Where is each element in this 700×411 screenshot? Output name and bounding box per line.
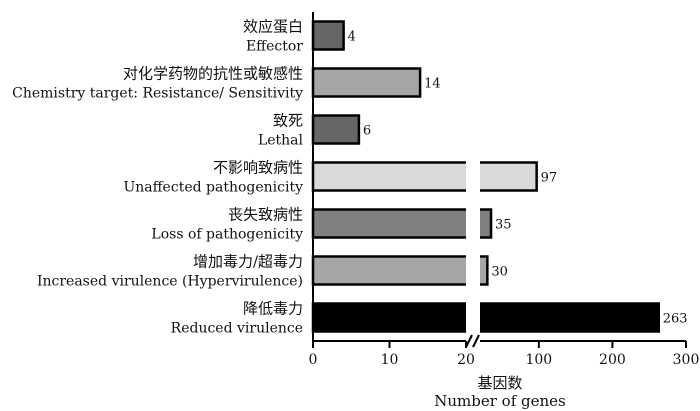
value-label: 35 [495, 218, 512, 233]
bar-part-1 [311, 161, 466, 192]
bar-part-2 [480, 208, 493, 239]
category-label-en: Lethal [258, 133, 304, 149]
x-tick-label: 200 [599, 352, 626, 368]
category-label-en: Effector [246, 39, 303, 55]
bar [311, 67, 422, 98]
category-label-zh: 致死 [273, 112, 303, 130]
category-label-en: Unaffected pathogenicity [123, 180, 303, 196]
value-label: 6 [363, 124, 371, 139]
x-tick-label: 20 [457, 352, 475, 368]
value-label: 4 [348, 30, 356, 45]
bar-part-1 [311, 302, 466, 333]
bar-part-1 [311, 208, 466, 239]
category-label-zh: 增加毒力/超毒力 [193, 253, 303, 271]
bar-part-2 [480, 302, 661, 333]
category-label-zh: 降低毒力 [243, 300, 303, 318]
x-tick-label: 10 [381, 352, 399, 368]
bar [311, 114, 361, 145]
category-label-zh: 不影响致病性 [213, 159, 303, 177]
x-tick-label: 0 [309, 352, 318, 368]
value-label: 263 [663, 312, 688, 327]
bar-part-2 [480, 161, 538, 192]
category-label-zh: 对化学药物的抗性或敏感性 [123, 65, 303, 83]
bar-part-2 [480, 255, 489, 286]
x-tick-label: 300 [673, 352, 700, 368]
category-label-zh: 丧失致病性 [228, 206, 303, 224]
x-tick-label: 100 [525, 352, 552, 368]
bar [311, 20, 345, 51]
value-label: 97 [541, 171, 558, 186]
x-axis-title-en: Number of genes [434, 392, 566, 410]
category-label-en: Chemistry target: Resistance/ Sensitivit… [12, 86, 303, 102]
axis-break-mark [472, 334, 480, 348]
x-axis-title-zh: 基因数 [477, 374, 522, 392]
value-label: 30 [491, 265, 508, 280]
value-label: 14 [424, 77, 441, 92]
bar-part-1 [311, 255, 466, 286]
category-label-zh: 效应蛋白 [243, 18, 303, 36]
category-label-en: Increased virulence (Hypervirulence) [37, 274, 303, 290]
category-label-en: Loss of pathogenicity [151, 227, 303, 243]
category-label-en: Reduced virulence [171, 321, 303, 337]
